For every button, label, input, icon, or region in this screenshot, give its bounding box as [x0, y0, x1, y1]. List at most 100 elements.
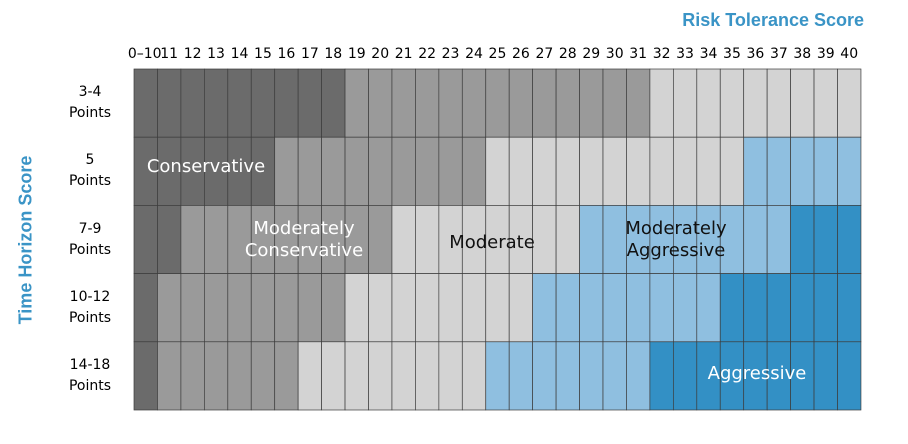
- grid-cell-moderately-aggressive: [672, 273, 698, 343]
- column-label: 17: [300, 46, 319, 62]
- row-label: 14-18 Points: [68, 356, 112, 394]
- grid-cell-moderate: [672, 136, 698, 206]
- column-label: 21: [394, 46, 413, 62]
- grid-cell-moderately-conservative: [368, 205, 393, 274]
- grid-cell-moderately-aggressive: [743, 136, 768, 206]
- zone-label-moderately-aggressive: Moderately Aggressive: [625, 218, 727, 261]
- grid-cell-moderate: [672, 68, 698, 138]
- grid-cell-moderately-conservative: [602, 68, 627, 138]
- grid-cell-conservative: [180, 68, 205, 138]
- column-label: 30: [605, 46, 624, 62]
- grid-cell-moderate: [649, 68, 674, 138]
- grid-cell-moderate: [485, 136, 510, 206]
- grid-cell-aggressive: [649, 341, 674, 411]
- column-label: 29: [582, 46, 601, 62]
- zone-label-conservative: Conservative: [146, 156, 266, 177]
- grid-cell-moderate: [532, 136, 557, 206]
- grid-cell-moderate: [579, 136, 604, 206]
- grid-cell-moderately-conservative: [274, 136, 299, 206]
- grid-cell-moderately-conservative: [391, 136, 416, 206]
- grid-cell-moderately-conservative: [532, 68, 557, 138]
- grid-cell-moderately-aggressive: [790, 136, 815, 206]
- column-label: 16: [277, 46, 296, 62]
- grid-cell-moderate: [368, 341, 393, 411]
- column-label: 25: [488, 46, 507, 62]
- grid-cell-moderately-conservative: [368, 136, 393, 206]
- grid-cell-aggressive: [719, 273, 745, 343]
- grid-cell-moderately-conservative: [321, 136, 346, 206]
- grid-cell-moderate: [508, 273, 534, 343]
- grid-cell-moderately-conservative: [555, 68, 580, 138]
- column-label: 12: [183, 46, 202, 62]
- grid-cell-aggressive: [743, 273, 768, 343]
- column-label: 20: [371, 46, 390, 62]
- grid-cell-moderate: [321, 341, 346, 411]
- grid-cell-moderately-aggressive: [532, 341, 557, 411]
- grid-cell-moderate: [297, 341, 322, 411]
- grid-cell-moderate: [508, 136, 534, 206]
- row-label: 3-4 Points: [68, 84, 112, 122]
- grid-cell-conservative: [227, 68, 252, 138]
- grid-cell-conservative: [133, 341, 158, 411]
- grid-cell-moderately-conservative: [204, 341, 229, 411]
- column-label: 13: [207, 46, 225, 62]
- grid-cell-moderate: [837, 68, 862, 138]
- grid-cell-moderate: [415, 341, 440, 411]
- grid-cell-moderate: [415, 205, 440, 274]
- grid-cell-moderately-conservative: [461, 68, 487, 138]
- grid-cell-moderately-conservative: [508, 68, 534, 138]
- column-label: 19: [347, 46, 366, 62]
- grid-cell-moderate: [626, 136, 651, 206]
- grid-cell-moderate: [555, 136, 580, 206]
- column-label: 39: [816, 46, 835, 62]
- column-label: 40: [840, 46, 859, 62]
- column-label: 24: [465, 46, 483, 62]
- column-label: 18: [324, 46, 343, 62]
- grid-cell-moderately-conservative: [461, 136, 487, 206]
- grid-cell-moderate: [555, 205, 580, 274]
- grid-cell-conservative: [157, 205, 182, 274]
- grid-cell-moderately-aggressive: [626, 341, 651, 411]
- grid-cell-moderately-conservative: [321, 273, 346, 343]
- grid-cell-moderately-aggressive: [766, 205, 791, 274]
- grid-cell-moderately-conservative: [250, 273, 276, 343]
- grid-cell-moderately-conservative: [579, 68, 604, 138]
- grid-cell-moderately-conservative: [250, 341, 276, 411]
- grid-cell-moderately-conservative: [438, 136, 463, 206]
- grid-cell-moderately-conservative: [274, 273, 299, 343]
- grid-cell-aggressive: [790, 273, 815, 343]
- grid-cell-conservative: [204, 68, 229, 138]
- column-label: 35: [723, 46, 741, 62]
- grid-cell-moderately-conservative: [415, 68, 440, 138]
- grid-cell-moderately-aggressive: [555, 341, 580, 411]
- grid-cell-moderate: [719, 136, 745, 206]
- grid-cell-moderately-conservative: [626, 68, 651, 138]
- grid-cell-moderately-aggressive: [766, 136, 791, 206]
- column-label: 37: [769, 46, 788, 62]
- grid-cell-aggressive: [766, 273, 791, 343]
- grid-cell-moderately-conservative: [368, 68, 393, 138]
- column-label: 38: [793, 46, 812, 62]
- grid-cell-aggressive: [837, 341, 862, 411]
- grid-cell-moderately-aggressive: [649, 273, 674, 343]
- grid-cell-moderately-aggressive: [508, 341, 534, 411]
- grid-cell-moderately-aggressive: [602, 273, 627, 343]
- column-label: 0–10: [127, 46, 162, 62]
- grid-cell-moderate: [368, 273, 393, 343]
- column-label: 15: [254, 46, 272, 62]
- grid-cell-aggressive: [837, 273, 862, 343]
- grid-cell-moderate: [461, 341, 487, 411]
- grid-cell-conservative: [133, 205, 158, 274]
- grid-cell-moderately-conservative: [297, 273, 322, 343]
- grid-cell-moderately-conservative: [391, 68, 416, 138]
- grid-cell-aggressive: [813, 273, 838, 343]
- column-label: 23: [441, 46, 460, 62]
- grid-cell-moderately-conservative: [157, 273, 182, 343]
- zone-label-moderate: Moderate: [449, 232, 535, 253]
- grid-cell-moderately-conservative: [204, 205, 229, 274]
- grid-cell-moderately-aggressive: [743, 205, 768, 274]
- row-label: 5 Points: [68, 152, 112, 190]
- column-label: 34: [699, 46, 718, 62]
- grid-cell-conservative: [297, 68, 322, 138]
- column-label: 26: [512, 46, 530, 62]
